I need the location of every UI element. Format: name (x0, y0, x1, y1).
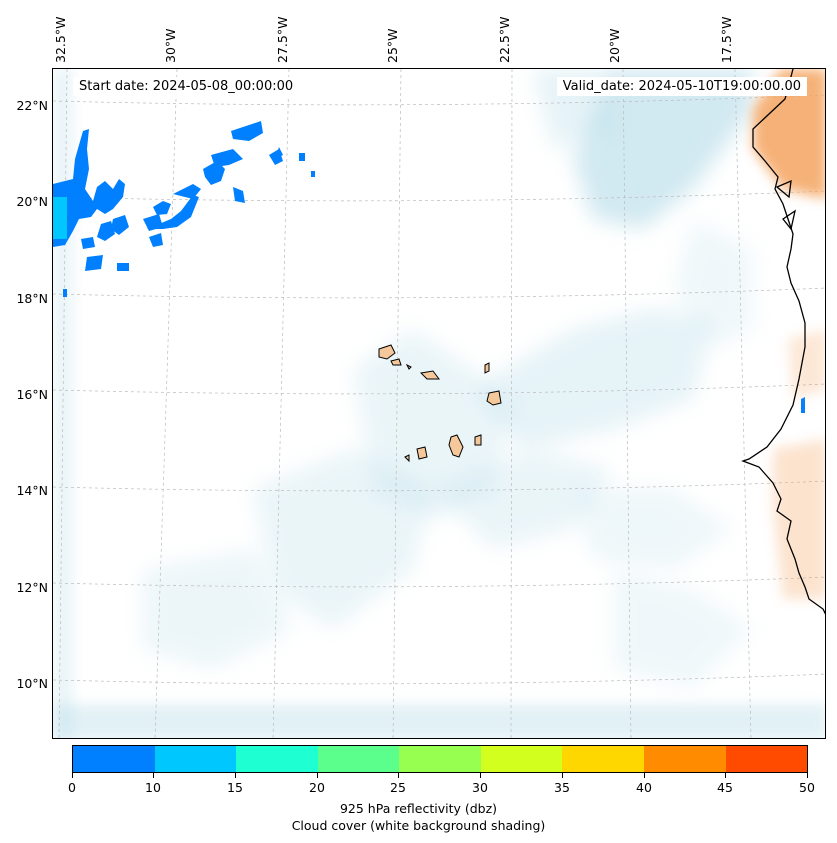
cabo-verde-islands (378, 344, 502, 463)
colorbar-tick (480, 773, 481, 778)
colorbar-tick-label: 15 (227, 780, 243, 795)
lat-label: 12°N (16, 580, 48, 595)
colorbar-tick-label: 35 (554, 780, 570, 795)
colorbar-sublabel: Cloud cover (white background shading) (291, 818, 546, 833)
colorbar-label: 925 hPa reflectivity (dbz) (339, 801, 498, 816)
reflectivity-patches (53, 121, 805, 413)
map-canvas (53, 69, 825, 738)
colorbar-swatch (317, 746, 400, 772)
colorbar-tick (72, 773, 73, 778)
colorbar (72, 745, 808, 773)
start-date-label: Start date: 2024-05-08_00:00:00 (73, 77, 300, 96)
lon-label: 17.5°W (719, 16, 734, 63)
valid-date-label: Valid_date: 2024-05-10T19:00:00.00 (556, 77, 807, 96)
lon-label: 25°W (385, 28, 400, 63)
colorbar-tick-label: 30 (472, 780, 488, 795)
colorbar-tick (317, 773, 318, 778)
cloud-cover (53, 69, 825, 738)
colorbar-swatch (73, 746, 155, 772)
colorbar-tick-label: 10 (145, 780, 161, 795)
lon-label: 22.5°W (497, 16, 512, 63)
colorbar-tick (644, 773, 645, 778)
colorbar-tick-label: 25 (390, 780, 406, 795)
lon-label: 20°W (607, 28, 622, 63)
colorbar-tick-label: 40 (636, 780, 652, 795)
colorbar-tick (235, 773, 236, 778)
colorbar-tick (562, 773, 563, 778)
colorbar-swatch (562, 746, 644, 772)
lat-label: 10°N (16, 676, 48, 691)
colorbar-tick-label: 45 (717, 780, 733, 795)
colorbar-tick (725, 773, 726, 778)
map-panel[interactable]: Start date: 2024-05-08_00:00:00 Valid_da… (52, 68, 826, 739)
colorbar-swatch (236, 746, 318, 772)
land-shading (753, 69, 825, 599)
lat-label: 14°N (16, 483, 48, 498)
colorbar-tick-label: 0 (68, 780, 76, 795)
colorbar-tick (807, 773, 808, 778)
lon-label: 32.5°W (53, 16, 68, 63)
lat-label: 22°N (16, 98, 48, 113)
colorbar-tick-label: 20 (309, 780, 325, 795)
colorbar-swatch (643, 746, 726, 772)
gridlines (53, 69, 825, 738)
colorbar-swatch (154, 746, 237, 772)
colorbar-swatch (480, 746, 563, 772)
colorbar-swatch (725, 746, 808, 772)
colorbar-tick-label: 50 (799, 780, 815, 795)
coastline (741, 69, 825, 615)
colorbar-tick (153, 773, 154, 778)
colorbar-swatch (399, 746, 481, 772)
lat-label: 20°N (16, 194, 48, 209)
lat-label: 18°N (16, 291, 48, 306)
lon-label: 30°W (163, 28, 178, 63)
lat-label: 16°N (16, 387, 48, 402)
lon-label: 27.5°W (275, 16, 290, 63)
colorbar-tick (398, 773, 399, 778)
